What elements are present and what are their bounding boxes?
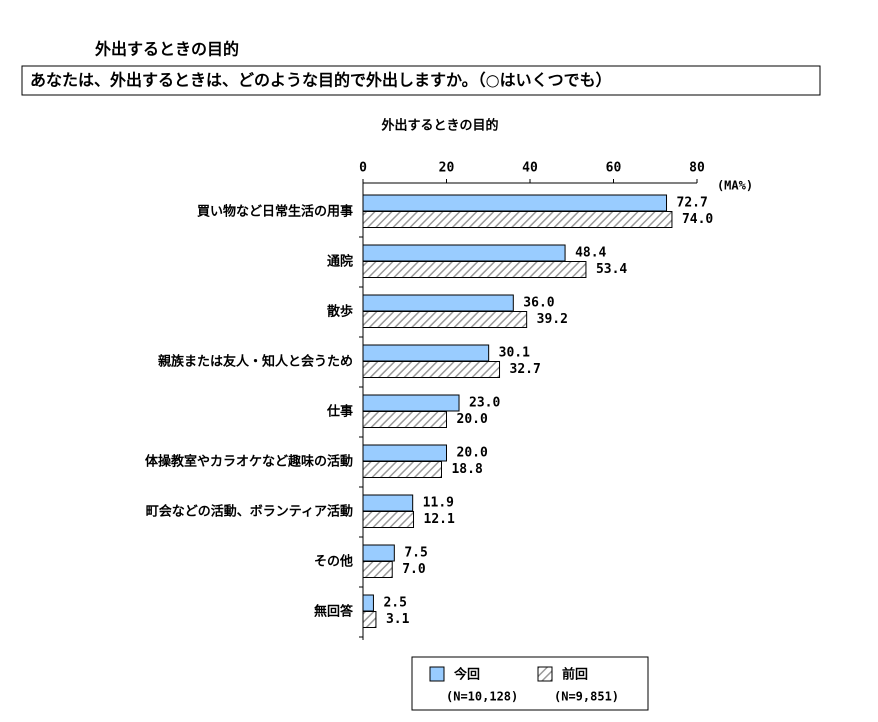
value-label: 72.7	[677, 196, 708, 211]
x-tick-label: 40	[522, 161, 538, 176]
bar	[362, 344, 490, 362]
category-label: 買い物など日常生活の用事	[197, 204, 353, 220]
bar	[362, 211, 673, 228]
legend-sample: (N=9,851)	[554, 690, 619, 704]
bar	[362, 411, 447, 428]
value-label: 20.0	[457, 446, 488, 461]
legend-box	[411, 656, 649, 711]
bar	[362, 611, 377, 628]
category-label: 仕事	[326, 404, 353, 420]
x-tick-label: 0	[359, 161, 367, 176]
category-label: 親族または友人・知人と会うため	[158, 354, 353, 370]
axis-unit: (MA%)	[717, 179, 753, 193]
category-label: 町会などの活動、ボランティア活動	[146, 504, 353, 520]
chart-title: 外出するときの目的	[380, 118, 498, 134]
value-label: 48.4	[575, 246, 606, 261]
x-tick-label: 60	[606, 161, 622, 176]
value-label: 23.0	[469, 396, 500, 411]
bar	[362, 194, 668, 212]
bar	[362, 261, 587, 278]
category-label: 無回答	[314, 604, 354, 620]
value-label: 18.8	[451, 462, 482, 477]
bar	[362, 561, 393, 578]
value-label: 20.0	[457, 412, 488, 427]
value-label: 74.0	[682, 212, 713, 227]
value-label: 12.1	[424, 512, 455, 527]
value-label: 2.5	[383, 596, 406, 611]
value-label: 3.1	[386, 612, 410, 627]
category-label: 体操教室やカラオケなど趣味の活動	[145, 454, 353, 470]
legend-swatch	[537, 666, 553, 682]
value-label: 7.5	[404, 546, 427, 561]
legend-label: 前回	[562, 667, 588, 683]
legend-label: 今回	[453, 667, 480, 683]
category-label: その他	[314, 554, 353, 570]
category-label: 通院	[327, 254, 353, 270]
bar	[362, 444, 447, 462]
question-box	[21, 65, 821, 96]
value-label: 53.4	[596, 262, 627, 277]
value-label: 7.0	[402, 562, 426, 577]
value-label: 39.2	[537, 312, 568, 327]
bar	[362, 594, 374, 612]
value-label: 32.7	[510, 362, 541, 377]
x-tick-label: 80	[689, 161, 705, 176]
bar	[362, 461, 442, 478]
legend-sample: (N=10,128)	[446, 690, 518, 704]
bar	[362, 244, 566, 262]
bar	[362, 394, 460, 412]
bar	[362, 494, 414, 512]
page-title: 外出するときの目的	[94, 40, 239, 59]
bar	[362, 294, 514, 312]
value-label: 11.9	[423, 496, 454, 511]
question: あなたは、外出するときは、どのような目的で外出しますか。（○はいくつでも）	[30, 71, 612, 90]
bar	[362, 361, 501, 378]
bar	[362, 311, 528, 328]
value-label: 30.1	[499, 346, 530, 361]
category-label: 散歩	[327, 304, 353, 320]
legend-swatch	[429, 666, 445, 682]
bar	[362, 511, 415, 528]
value-label: 36.0	[523, 296, 554, 311]
x-tick-label: 20	[439, 161, 455, 176]
bar	[362, 544, 395, 562]
